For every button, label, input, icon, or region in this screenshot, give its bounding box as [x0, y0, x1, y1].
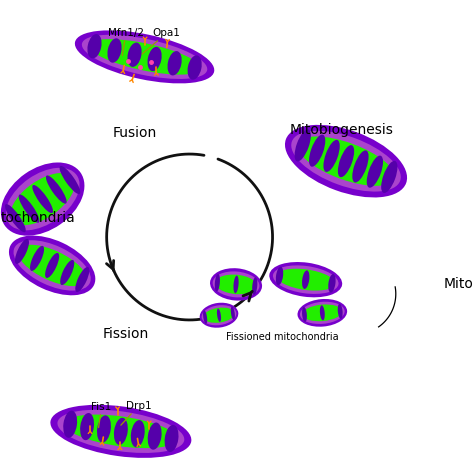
- Ellipse shape: [328, 274, 336, 292]
- Text: Fissioned mitochondria: Fissioned mitochondria: [226, 331, 338, 342]
- Ellipse shape: [300, 302, 345, 324]
- Ellipse shape: [367, 155, 383, 188]
- Ellipse shape: [381, 161, 398, 193]
- Ellipse shape: [60, 166, 80, 194]
- Ellipse shape: [210, 268, 262, 301]
- Text: tochondria: tochondria: [1, 211, 76, 225]
- Ellipse shape: [291, 131, 401, 191]
- Text: Mitobiogenesis: Mitobiogenesis: [289, 123, 393, 137]
- Text: Drp1: Drp1: [121, 401, 151, 425]
- Ellipse shape: [82, 35, 207, 79]
- Ellipse shape: [298, 299, 347, 327]
- Text: Mfn1/2: Mfn1/2: [108, 28, 144, 55]
- Ellipse shape: [128, 43, 142, 67]
- Ellipse shape: [337, 304, 343, 319]
- Ellipse shape: [6, 168, 80, 230]
- Ellipse shape: [30, 246, 44, 271]
- Ellipse shape: [75, 30, 214, 83]
- Ellipse shape: [32, 185, 53, 213]
- Text: Opa1: Opa1: [142, 28, 181, 54]
- Text: Fusion: Fusion: [113, 126, 157, 140]
- Ellipse shape: [203, 310, 207, 324]
- Ellipse shape: [45, 253, 59, 278]
- Ellipse shape: [64, 415, 177, 448]
- Text: Fission: Fission: [102, 327, 149, 341]
- Ellipse shape: [87, 34, 101, 58]
- Ellipse shape: [167, 51, 182, 75]
- Ellipse shape: [200, 303, 238, 328]
- Ellipse shape: [75, 267, 89, 292]
- Ellipse shape: [217, 309, 221, 322]
- Ellipse shape: [273, 265, 338, 294]
- Ellipse shape: [252, 277, 257, 295]
- Ellipse shape: [231, 307, 235, 320]
- Ellipse shape: [15, 239, 29, 264]
- Ellipse shape: [9, 236, 95, 295]
- Ellipse shape: [80, 413, 94, 440]
- Ellipse shape: [285, 125, 407, 198]
- Ellipse shape: [215, 274, 220, 292]
- Text: Fis1: Fis1: [91, 402, 112, 428]
- Ellipse shape: [5, 204, 26, 232]
- Ellipse shape: [148, 422, 162, 450]
- Ellipse shape: [18, 245, 86, 286]
- Ellipse shape: [320, 305, 325, 320]
- Ellipse shape: [234, 275, 238, 293]
- Ellipse shape: [46, 175, 67, 204]
- Ellipse shape: [10, 173, 75, 225]
- Ellipse shape: [213, 272, 259, 297]
- Ellipse shape: [203, 308, 235, 323]
- Ellipse shape: [276, 267, 283, 285]
- Ellipse shape: [309, 135, 325, 167]
- Ellipse shape: [298, 137, 394, 186]
- Ellipse shape: [147, 47, 162, 71]
- Ellipse shape: [294, 129, 311, 162]
- Ellipse shape: [302, 270, 310, 289]
- Ellipse shape: [215, 274, 257, 294]
- Ellipse shape: [323, 140, 340, 172]
- Ellipse shape: [18, 194, 39, 223]
- Ellipse shape: [164, 425, 179, 452]
- Ellipse shape: [89, 39, 201, 74]
- Ellipse shape: [131, 420, 145, 447]
- Ellipse shape: [352, 150, 369, 182]
- Ellipse shape: [50, 405, 191, 458]
- Ellipse shape: [302, 307, 307, 322]
- Ellipse shape: [269, 262, 342, 297]
- Ellipse shape: [201, 305, 237, 325]
- Ellipse shape: [302, 304, 342, 321]
- Ellipse shape: [60, 260, 74, 285]
- Ellipse shape: [14, 240, 91, 291]
- Ellipse shape: [63, 410, 77, 438]
- Ellipse shape: [114, 418, 128, 445]
- Ellipse shape: [277, 269, 335, 291]
- Ellipse shape: [108, 38, 122, 63]
- Ellipse shape: [338, 145, 354, 177]
- Ellipse shape: [57, 410, 184, 453]
- Ellipse shape: [97, 415, 111, 443]
- Ellipse shape: [188, 55, 202, 80]
- Ellipse shape: [1, 163, 84, 236]
- Text: Mito: Mito: [443, 277, 473, 292]
